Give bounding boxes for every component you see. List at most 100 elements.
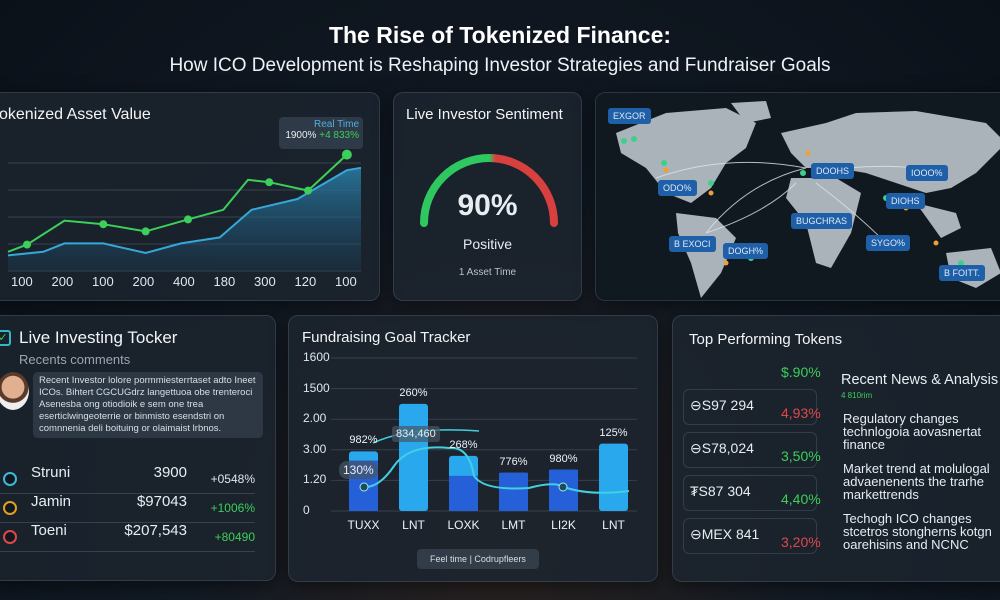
map-label: B FOITT. (939, 265, 985, 281)
bar-value-label: 980% (549, 452, 578, 465)
y-tick-label: 1.20 (303, 472, 327, 487)
y-tick-label: 1600 (303, 350, 330, 364)
sentiment-label: Positive (462, 236, 513, 252)
token-row[interactable]: ⊖S78,024 (683, 432, 817, 468)
ticker-row[interactable]: Jamin $97043 +1006% (0, 493, 255, 523)
token-change: +80490 (214, 530, 255, 544)
map-label: DIOHS (886, 193, 925, 209)
token-change: +0548% (210, 472, 255, 486)
token-icon (3, 501, 17, 515)
world-map-panel: EXGOR DOOHS IOOO% ODO% DIOHS BUGCHRAS B … (595, 92, 1000, 301)
x-category-label: TUXX (347, 518, 380, 532)
x-tick-label: 400 (173, 274, 195, 289)
x-category-label: LNT (402, 518, 425, 532)
trend-point[interactable] (359, 482, 369, 492)
map-label: EXGOR (608, 108, 651, 124)
token-pct: 3,50% (781, 448, 821, 464)
realtime-badge: Real Time 1900% +4 833% (279, 117, 363, 149)
data-point[interactable] (23, 240, 32, 249)
sentiment-value: 90% (457, 189, 518, 222)
asset-line-chart (7, 149, 362, 272)
legend-item[interactable]: Codrupfleers (474, 554, 526, 564)
x-tick-label: 120 (294, 274, 317, 289)
page-subtitle: How ICO Development is Reshaping Investo… (169, 55, 831, 76)
y-tick-label: 3.00 (303, 441, 327, 456)
callout-label: 834,460 (392, 426, 440, 442)
comment-text: Recent Investor lolore pormmiesterrtaset… (33, 372, 263, 438)
map-label: DOOHS (811, 163, 855, 179)
x-tick-label: 100 (92, 274, 114, 289)
x-category-label: LI2K (551, 518, 576, 532)
token-row[interactable]: ₮S87 304 (683, 475, 817, 511)
data-point[interactable] (265, 178, 274, 187)
callout-label: 130% (339, 461, 378, 479)
y-tick-label: 0 (303, 503, 310, 517)
sentiment-footer: 1 Asset Time (458, 267, 517, 278)
legend-item[interactable]: Feel time (430, 554, 468, 564)
x-tick-label: 100 (335, 274, 357, 289)
token-name: Jamin (31, 493, 72, 510)
x-tick-label: 200 (51, 274, 74, 289)
bar-value-label: 125% (599, 426, 628, 439)
map-label: DOGH% (723, 243, 769, 259)
x-tick-label: 180 (213, 274, 236, 289)
token-pct: 3,20% (781, 534, 821, 550)
map-label: B EXOCI (669, 236, 716, 252)
ticker-row[interactable]: Struni 3900 +0548% (0, 464, 255, 494)
y-tick-label: 2.00 (303, 411, 327, 426)
page-title: The Rise of Tokenized Finance: (328, 22, 672, 48)
token-price: 3900 (153, 464, 187, 481)
news-time: 4 810rim (841, 391, 873, 400)
data-point[interactable] (304, 186, 313, 195)
header-pct: $.90% (781, 364, 821, 380)
news-item[interactable]: Techogh ICO changes stcetros stongherns … (843, 511, 992, 552)
token-name: Toeni (31, 522, 67, 539)
avatar (0, 372, 29, 410)
news-item[interactable]: Market trend at molulogal advaenenents t… (843, 461, 990, 502)
bar-inner (499, 472, 528, 511)
badge-label: Real Time (313, 119, 359, 130)
ticker-row[interactable]: Toeni $207,543 +80490 (0, 522, 255, 552)
token-name: Struni (31, 464, 71, 481)
sentiment-panel: Live Investor Sentiment 90% Positive 1 A… (393, 92, 582, 301)
token-icon (3, 530, 17, 544)
trend-point[interactable] (558, 482, 568, 492)
data-point[interactable] (99, 220, 108, 229)
x-category-label: LMT (501, 518, 526, 532)
token-change: +1006% (210, 501, 255, 515)
asset-value-panel: okenized Asset Value Real Time 1900% +4 … (0, 92, 380, 301)
x-category-label: LNT (602, 518, 625, 532)
map-label: ODO% (658, 180, 697, 196)
token-row[interactable]: ⊖MEX 841 (683, 518, 817, 554)
token-price: $207,543 (124, 522, 187, 539)
series-line-blue (7, 166, 362, 257)
bar-inner (449, 475, 478, 511)
news-title: Recent News & Analysis (841, 372, 999, 388)
token-row[interactable]: ⊖S97 294 (683, 389, 817, 425)
badge-value: 1900% (285, 130, 317, 141)
x-tick-label: 100 (11, 274, 33, 289)
comments-subtitle: Recents comments (19, 352, 131, 367)
sentiment-gauge (420, 154, 558, 227)
bar-value-label: 982% (349, 434, 378, 447)
bar-value-label: 260% (399, 386, 428, 399)
x-tick-label: 300 (254, 274, 276, 289)
investing-ticker-panel: ✓ Live Investing Tocker Recents comments… (0, 315, 276, 581)
data-point[interactable] (184, 215, 193, 224)
x-tick-label: 200 (132, 274, 155, 289)
news-item[interactable]: Regulatory changes technlogoia aovasnert… (843, 411, 982, 452)
token-pct: 4,40% (781, 491, 821, 507)
area-fill (8, 167, 361, 271)
data-point[interactable] (141, 227, 150, 236)
map-label: BUGCHRAS (791, 213, 853, 229)
x-category-label: LOXK (447, 518, 480, 532)
map-label: IOOO% (906, 165, 948, 181)
badge-change: +4 833% (319, 130, 359, 141)
panel-title: Live Investor Sentiment (406, 106, 563, 123)
panel-title: Top Performing Tokens (689, 331, 843, 348)
checkmark-icon: ✓ (0, 330, 11, 346)
data-point[interactable] (341, 149, 352, 160)
fundraising-panel: Fundraising Goal Tracker 1600 1500 2.00 3.0… (288, 315, 658, 582)
bar[interactable] (599, 443, 628, 511)
panel-title: Fundraising Goal Tracker (302, 329, 471, 346)
